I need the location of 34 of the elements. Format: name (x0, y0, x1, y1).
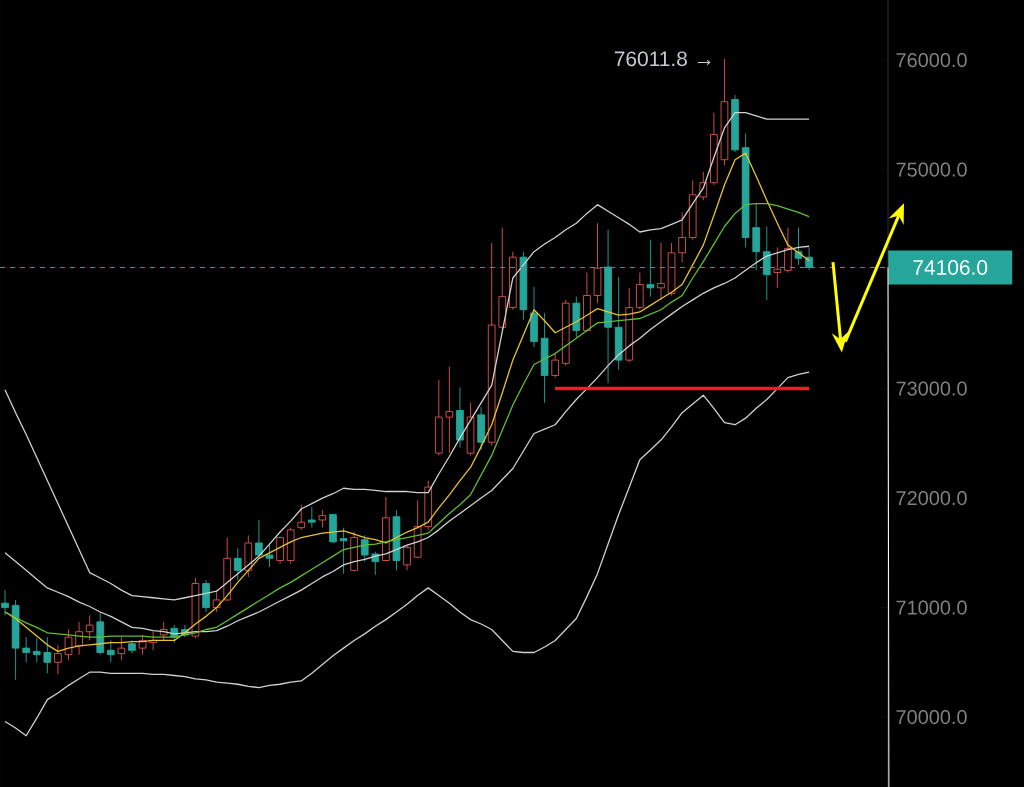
candlestick (54, 644, 62, 675)
candlestick (307, 506, 316, 529)
y-tick-label: 75000.0 (896, 162, 967, 177)
candlestick (106, 640, 115, 663)
y-tick-label: 72000.0 (896, 491, 967, 506)
y-tick-label: 76000.0 (896, 53, 967, 68)
candlestick (64, 629, 73, 661)
candlestick (43, 636, 52, 674)
annotation: 76011.8 → (614, 51, 711, 67)
candlestick (85, 614, 94, 641)
candlestick (784, 227, 792, 273)
candlestick (276, 535, 284, 565)
candlestick (678, 211, 686, 264)
candlestick (22, 636, 31, 663)
candlestick (403, 544, 411, 571)
candlestick (117, 636, 126, 661)
ref-line-label: 74106.0 (913, 260, 988, 275)
y-tick-label: 70000.0 (896, 710, 967, 725)
candlestick (255, 519, 263, 557)
candlestick (445, 366, 454, 454)
candlestick (297, 504, 306, 531)
candlestick (551, 352, 560, 379)
candlestick (212, 589, 221, 613)
candlestick (233, 548, 242, 581)
candlestick (360, 534, 369, 563)
candlestick (1, 589, 9, 616)
candlestick (635, 272, 644, 311)
candlestick (773, 246, 782, 289)
candlestick (657, 242, 665, 301)
candlestick (265, 542, 274, 568)
y-tick-label: 71000.0 (896, 600, 967, 615)
y-tick-label: 73000.0 (896, 381, 967, 396)
candlestick (339, 527, 348, 575)
candlestick (32, 637, 41, 663)
